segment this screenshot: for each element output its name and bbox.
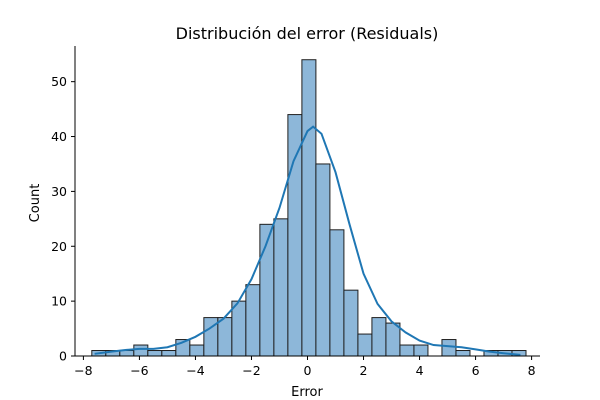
x-tick-label: −2 — [242, 363, 260, 378]
plot-area: −8 −6 −4 −2 0 2 4 6 8 0 10 20 30 40 50 — [51, 46, 540, 378]
histogram-bar — [371, 317, 387, 357]
histogram-bar — [301, 59, 317, 357]
y-tick-label: 40 — [51, 129, 67, 144]
x-tick-label: 0 — [304, 363, 312, 378]
y-tick-label: 50 — [51, 74, 67, 89]
histogram-bar — [287, 114, 303, 357]
histogram-bar — [315, 163, 331, 357]
x-axis-label: Error — [291, 385, 323, 400]
x-tick-label: 6 — [472, 363, 480, 378]
histogram-bar — [133, 344, 149, 357]
histogram-bar — [455, 350, 471, 357]
histogram-bar — [385, 322, 401, 357]
histogram-bar — [343, 289, 359, 357]
histogram-bar — [217, 317, 233, 357]
histogram-bar — [245, 284, 261, 357]
x-tick-label: −6 — [130, 363, 148, 378]
histogram-bar — [189, 344, 205, 357]
x-tick-label: 4 — [416, 363, 424, 378]
y-tick-label: 0 — [59, 349, 67, 364]
histogram-bar — [147, 350, 163, 357]
chart-title: Distribución del error (Residuals) — [176, 24, 439, 43]
y-tick-label: 10 — [51, 294, 67, 309]
histogram-bar — [231, 300, 247, 357]
x-tick-label: 8 — [528, 363, 536, 378]
kde-line — [94, 125, 521, 356]
y-axis-label: Count — [28, 184, 43, 223]
histogram-bar — [273, 218, 289, 357]
y-tick-label: 20 — [51, 239, 67, 254]
histogram-bar — [329, 229, 345, 357]
histogram-bar — [161, 350, 177, 357]
x-tick-label: −4 — [186, 363, 204, 378]
y-tick-label: 30 — [51, 184, 67, 199]
histogram-bar — [399, 344, 415, 357]
x-tick-label: −8 — [74, 363, 92, 378]
histogram-bar — [357, 333, 373, 357]
histogram-bar — [413, 344, 429, 357]
histogram-bar — [441, 339, 457, 357]
x-tick-label: 2 — [360, 363, 368, 378]
